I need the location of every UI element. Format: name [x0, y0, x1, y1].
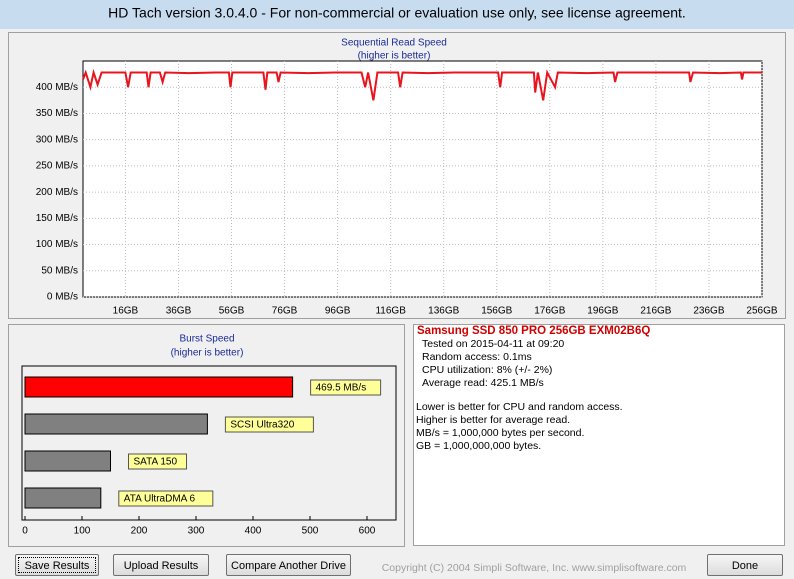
- bar-label: 469.5 MB/s: [316, 383, 367, 394]
- x-tick-label: 256GB: [746, 306, 777, 317]
- read-title: Sequential Read Speed: [341, 38, 447, 49]
- drive-name: Samsung SSD 850 PRO 256GB EXM02B6Q: [417, 325, 651, 337]
- info-lines: Tested on 2015-04-11 at 09:20 Random acce…: [414, 338, 784, 390]
- y-tick-label: 150 MB/s: [36, 213, 78, 224]
- label-box: [310, 379, 382, 396]
- info-note: Higher is better for average read.: [416, 414, 571, 426]
- y-tick-label: 300 MB/s: [36, 134, 78, 145]
- info-line: Tested on 2015-04-11 at 09:20: [422, 338, 565, 350]
- x-tick-label: 76GB: [272, 306, 298, 317]
- info-panel: Samsung SSD 850 PRO 256GB EXM02B6Q Teste…: [413, 324, 785, 546]
- x-tick-label: 500: [302, 526, 319, 537]
- x-tick-label: 56GB: [219, 306, 245, 317]
- bar-label: ATA UltraDMA 6: [124, 494, 196, 505]
- y-tick-label: 400 MB/s: [36, 82, 78, 93]
- info-note: MB/s = 1,000,000 bytes per second.: [416, 427, 585, 439]
- info-note: Lower is better for CPU and random acces…: [416, 401, 623, 413]
- y-tick-label: 200 MB/s: [36, 187, 78, 198]
- y-tick-label: 50 MB/s: [41, 265, 78, 276]
- label-box: [118, 490, 214, 507]
- button[interactable]: Compare Another Drive: [226, 554, 351, 576]
- x-tick-label: 200: [131, 526, 148, 537]
- x-tick-label: 100: [74, 526, 91, 537]
- info-note: GB = 1,000,000,000 bytes.: [416, 440, 542, 452]
- x-tick-label: 216GB: [640, 306, 671, 317]
- x-tick-label: 116GB: [375, 306, 406, 317]
- label-box: [128, 453, 187, 470]
- copyright: Copyright (C) 2004 Simpli Software, Inc.…: [382, 562, 687, 574]
- info-notes: Lower is better for CPU and random acces…: [414, 401, 784, 453]
- x-tick-label: 236GB: [693, 306, 724, 317]
- x-tick-label: 176GB: [534, 306, 565, 317]
- window-title: HD Tach version 3.0.4.0 - For non-commer…: [108, 5, 686, 21]
- y-tick-label: 250 MB/s: [36, 161, 78, 172]
- x-tick-label: 400: [245, 526, 262, 537]
- x-tick-label: 300: [188, 526, 205, 537]
- y-tick-label: 100 MB/s: [36, 239, 78, 250]
- x-tick-label: 196GB: [587, 306, 618, 317]
- x-tick-label: 36GB: [166, 306, 192, 317]
- x-tick-label: 16GB: [113, 306, 139, 317]
- y-tick-label: 350 MB/s: [36, 108, 78, 119]
- bar: [24, 487, 102, 509]
- x-tick-label: 96GB: [325, 306, 351, 317]
- burst-subtitle: (higher is better): [171, 348, 244, 359]
- y-tick-label: 0 MB/s: [47, 292, 78, 303]
- bar: [24, 376, 294, 398]
- info-line: Average read: 425.1 MB/s: [422, 377, 544, 389]
- read-plot: [82, 60, 763, 298]
- label-box: [224, 416, 314, 433]
- bar-label: SCSI Ultra320: [230, 420, 294, 431]
- read-speed-line: [82, 68, 762, 101]
- button[interactable]: Save Results: [15, 554, 99, 576]
- info-line: CPU utilization: 8% (+/- 2%): [422, 364, 553, 376]
- info-line: Random access: 0.1ms: [422, 351, 532, 363]
- bar: [24, 413, 208, 435]
- button[interactable]: Upload Results: [113, 554, 209, 576]
- button[interactable]: Done: [707, 554, 783, 576]
- title-bar: [0, 0, 794, 29]
- x-tick-label: 0: [22, 526, 28, 537]
- bar-label: SATA 150: [134, 457, 178, 468]
- x-tick-label: 600: [359, 526, 376, 537]
- read-subtitle: (higher is better): [358, 51, 431, 62]
- burst-title: Burst Speed: [179, 334, 234, 345]
- bar: [24, 450, 111, 472]
- x-tick-label: 136GB: [428, 306, 459, 317]
- x-tick-label: 156GB: [481, 306, 512, 317]
